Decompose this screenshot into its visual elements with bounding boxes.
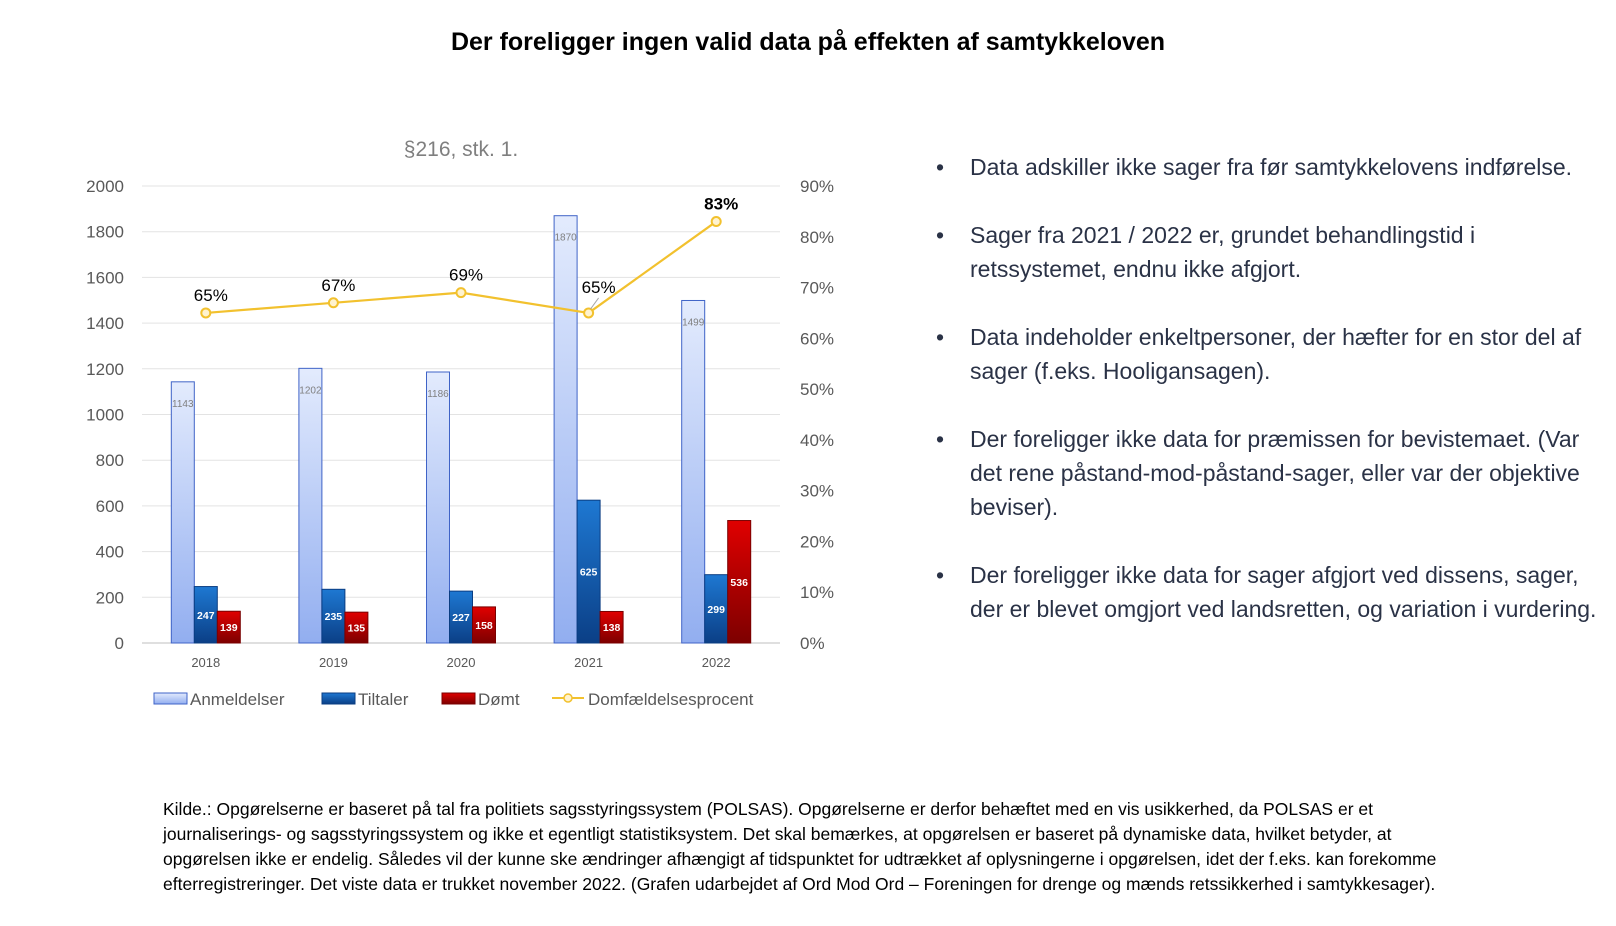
y-left-tick-label: 1000 (86, 406, 124, 425)
y-left-tick-label: 800 (96, 451, 124, 470)
y-right-tick-label: 40% (800, 431, 834, 450)
line-point (583, 307, 595, 319)
source-note: Kilde.: Opgørelserne er baseret på tal f… (163, 799, 1437, 894)
bullet-item: • Der foreligger ikke data for præmissen … (930, 422, 1610, 524)
y-left-tick-label: 1600 (86, 268, 124, 287)
bullet-item: • Sager fra 2021 / 2022 er, grundet behan… (930, 218, 1610, 286)
bar-dømt (472, 606, 496, 644)
bullet-text: Der foreligger ikke data for præmissen f… (970, 426, 1580, 520)
bar-dømt (727, 520, 752, 644)
legend-label: Anmeldelser (190, 690, 285, 709)
page-title: Der foreligger ingen valid data på effek… (450, 28, 1166, 56)
y-left-tick-label: 1200 (86, 360, 124, 379)
bar-dømt (599, 610, 624, 644)
bullet-text: Der foreligger ikke data for sager afgjo… (970, 562, 1597, 622)
bar-data-label: 247 (197, 610, 215, 622)
line-point (455, 287, 467, 299)
legend-label: Domfældelsesprocent (588, 690, 754, 709)
bullet-list: • Data adskiller ikke sager fra før samty… (930, 150, 1610, 660)
leader-line (590, 297, 600, 310)
bar-data-label: 1186 (427, 389, 449, 400)
bar-data-label: 1143 (172, 399, 194, 410)
y-left-tick-label: 600 (96, 497, 124, 516)
legend-marker (563, 693, 573, 703)
chart: §216, stk. 1. 0 200 400 600 800 1000 1200 1400 16… (86, 138, 834, 709)
y-right-tick-label: 60% (800, 329, 834, 348)
y-left-tick-label: 2000 (86, 177, 124, 196)
bullet-dot-icon: • (935, 426, 945, 452)
bar-dømt (216, 610, 241, 644)
legend-swatch (441, 692, 476, 705)
y-right-tick-label: 50% (800, 380, 834, 399)
y-right-tick-label: 20% (800, 532, 834, 551)
bar-data-label: 625 (580, 567, 598, 579)
line-data-label: 83% (704, 195, 738, 214)
bullet-dot-icon: • (935, 222, 945, 248)
bar-dømt (344, 611, 369, 644)
bullet-text: Sager fra 2021 / 2022 er, grundet behand… (970, 222, 1476, 282)
x-tick-label: 2020 (447, 655, 476, 670)
bullet-item: • Data indeholder enkeltpersoner, der hæf… (930, 320, 1610, 388)
bar-anmeldelser (298, 367, 323, 644)
bar-anmeldelser (553, 215, 578, 644)
y-left-tick-label: 1400 (86, 314, 124, 333)
y-left-tick-label: 200 (96, 588, 124, 607)
y-left-tick-label: 400 (96, 543, 124, 562)
bar-data-label: 235 (325, 611, 343, 623)
bar-data-label: 1202 (299, 385, 322, 396)
bullet-text: Data adskiller ikke sager fra før samtyk… (970, 154, 1573, 180)
bar-data-label: 135 (348, 623, 366, 635)
line-data-label: 67% (321, 276, 355, 295)
legend-label: Dømt (478, 690, 520, 709)
bar-tiltaler (576, 499, 601, 644)
x-tick-label: 2021 (574, 655, 603, 670)
chart-title: §216, stk. 1. (404, 138, 518, 161)
bar-data-label: 1499 (682, 317, 705, 328)
bullet-text: Data indeholder enkeltpersoner, der hæft… (970, 324, 1582, 384)
bar-anmeldelser (170, 381, 195, 644)
bullet-dot-icon: • (935, 562, 945, 588)
line-data-label: 65% (582, 278, 616, 297)
bar-data-label: 299 (707, 604, 725, 616)
y-right-tick-label: 30% (800, 482, 834, 501)
bar-data-label: 536 (730, 577, 748, 589)
x-tick-label: 2019 (319, 655, 348, 670)
line-data-label: 65% (194, 286, 228, 305)
bullet-dot-icon: • (935, 154, 945, 180)
x-tick-label: 2018 (191, 655, 220, 670)
y-right-tick-label: 90% (800, 177, 834, 196)
bar-data-label: 227 (452, 612, 470, 624)
line-point (710, 216, 722, 228)
bullet-item: • Der foreligger ikke data for sager afgj… (930, 558, 1610, 626)
line-point (327, 297, 339, 309)
bullet-dot-icon: • (935, 324, 945, 350)
y-right-tick-label: 80% (800, 228, 834, 247)
bar-anmeldelser (681, 299, 706, 644)
y-right-tick-label: 70% (800, 279, 834, 298)
bullet-item: • Data adskiller ikke sager fra før samty… (930, 150, 1610, 184)
line-point (200, 307, 212, 319)
y-left-tick-label: 0 (115, 634, 124, 653)
legend-label: Tiltaler (358, 690, 409, 709)
bar-anmeldelser (426, 371, 450, 644)
legend-swatch (321, 692, 356, 705)
y-right-tick-label: 10% (800, 583, 834, 602)
legend-swatch (153, 692, 188, 705)
y-right-tick-label: 0% (800, 634, 825, 653)
y-left-tick-label: 1800 (86, 223, 124, 242)
bar-data-label: 158 (475, 620, 493, 632)
bar-data-label: 139 (220, 622, 238, 634)
bar-data-label: 1870 (554, 233, 577, 244)
line-data-label: 69% (449, 266, 483, 285)
x-tick-label: 2022 (702, 655, 731, 670)
bar-data-label: 138 (603, 622, 621, 634)
